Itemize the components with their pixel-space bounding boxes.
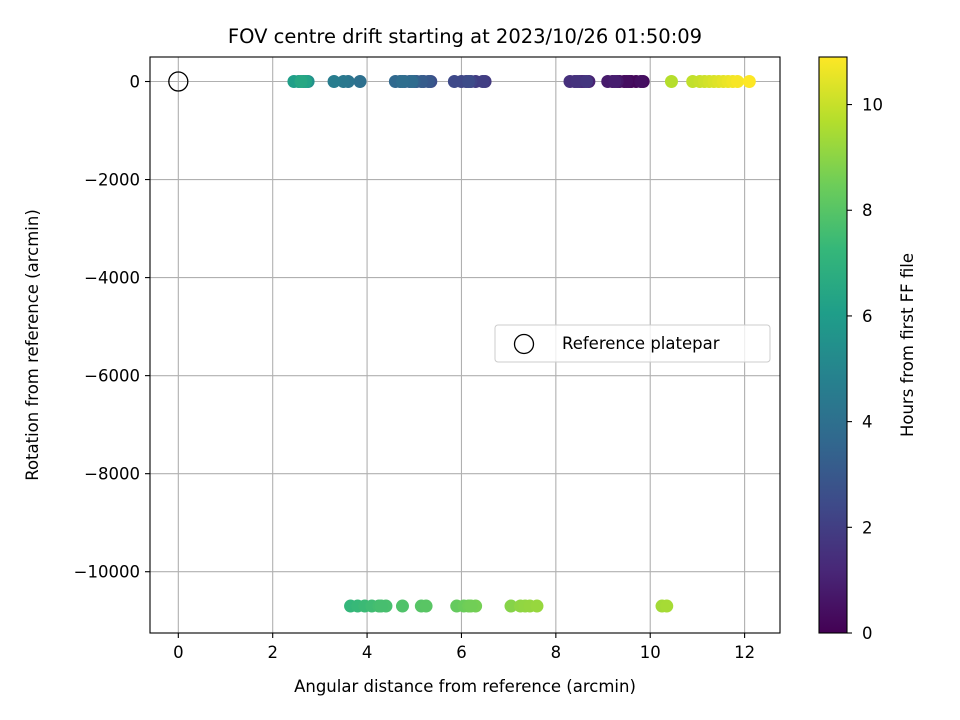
y-axis-ticks: 0 −2000 −4000 −6000 −8000 −10000	[74, 73, 150, 582]
legend: Reference platepar	[494, 324, 771, 363]
x-tick-label: 12	[734, 643, 755, 662]
chart-title: FOV centre drift starting at 2023/10/26 …	[228, 25, 702, 48]
reference-marker	[168, 71, 189, 92]
x-tick-label: 0	[173, 643, 184, 662]
colorbar-label: Hours from first FF file	[898, 253, 917, 437]
x-tick-label: 6	[456, 643, 467, 662]
legend-marker	[513, 333, 535, 355]
y-tick-label: −4000	[84, 269, 140, 288]
x-tick-label: 4	[362, 643, 373, 662]
data-point	[419, 599, 433, 613]
x-tick-label: 2	[267, 643, 278, 662]
x-tick-label: 8	[551, 643, 562, 662]
colorbar-ticks: 0 2 4 6 8 10	[847, 96, 883, 643]
colorbar-gradient	[818, 56, 848, 634]
data-point	[336, 75, 350, 89]
y-tick-label: −6000	[84, 367, 140, 386]
y-tick-label: −10000	[74, 563, 140, 582]
data-point	[405, 75, 419, 89]
y-axis-label: Rotation from reference (arcmin)	[23, 209, 42, 481]
data-point	[530, 599, 544, 613]
data-point	[294, 75, 308, 89]
colorbar-tick-label: 2	[862, 518, 873, 537]
x-axis-label: Angular distance from reference (arcmin)	[294, 677, 636, 696]
data-point	[620, 75, 634, 89]
data-points	[287, 75, 756, 613]
reference-platepar-point	[168, 71, 189, 92]
data-point	[476, 75, 490, 89]
y-tick-label: 0	[130, 73, 141, 92]
y-tick-label: −2000	[84, 171, 140, 190]
colorbar-tick-label: 8	[862, 201, 873, 220]
data-point	[660, 599, 674, 613]
colorbar-tick-label: 6	[862, 307, 873, 326]
data-point	[504, 599, 518, 613]
data-point	[570, 75, 584, 89]
y-tick-label: −8000	[84, 465, 140, 484]
data-point	[742, 75, 756, 89]
data-point	[327, 75, 341, 89]
colorbar: 0 2 4 6 8 10 Hours from first FF file	[818, 56, 917, 643]
data-point	[462, 75, 476, 89]
x-tick-label: 10	[640, 643, 661, 662]
data-point	[464, 599, 478, 613]
data-point	[395, 75, 409, 89]
colorbar-tick-label: 0	[862, 624, 873, 643]
data-point	[580, 75, 594, 89]
plot-frame	[149, 56, 781, 634]
legend-label: Reference platepar	[562, 334, 720, 353]
data-point	[447, 75, 461, 89]
data-point	[353, 75, 367, 89]
x-axis-ticks: 0 2 4 6 8 10 12	[173, 633, 755, 662]
legend-box	[494, 324, 771, 363]
data-point	[664, 75, 678, 89]
data-point	[374, 599, 388, 613]
data-point	[608, 75, 622, 89]
colorbar-tick-label: 10	[862, 96, 883, 115]
data-point	[634, 75, 648, 89]
data-point	[395, 599, 409, 613]
data-point	[731, 75, 745, 89]
colorbar-tick-label: 4	[862, 413, 873, 432]
